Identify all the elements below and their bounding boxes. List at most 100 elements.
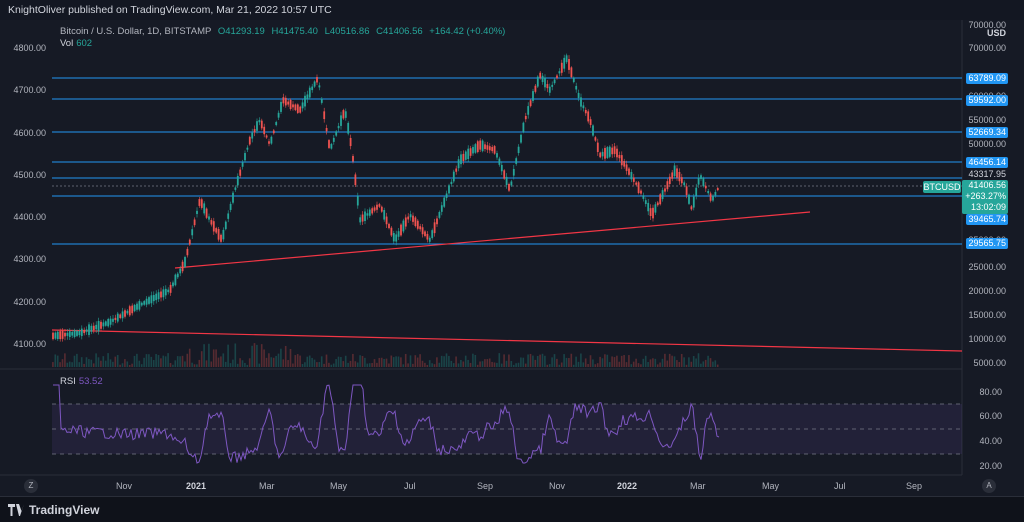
candle-body [392, 232, 395, 242]
candle-body [383, 210, 386, 220]
volume-bar [580, 353, 582, 367]
volume-bar [596, 363, 599, 367]
volume-bar [560, 362, 563, 367]
volume-bar [59, 362, 61, 367]
volume-bar [503, 354, 505, 367]
candle-body [342, 110, 345, 119]
candle-body [73, 330, 76, 338]
volume-bar [409, 355, 412, 367]
volume-bar [100, 360, 102, 367]
left-tick: 4100.00 [13, 339, 46, 349]
volume-bar [512, 364, 515, 367]
volume-bar [412, 363, 414, 367]
candle-body [438, 212, 441, 218]
candle-body [668, 176, 671, 184]
candle-body [380, 206, 383, 212]
volume-bar [498, 353, 501, 367]
trend-line [174, 211, 811, 269]
candle-body [443, 197, 446, 207]
candle-body [224, 221, 227, 230]
volume-bar [256, 344, 258, 367]
left-tick: 4400.00 [13, 212, 46, 222]
candle-body [287, 101, 290, 105]
auto-scale-button[interactable]: A [982, 479, 996, 493]
candle-body [284, 97, 287, 106]
candle-body [244, 153, 246, 161]
volume-bar [275, 355, 277, 367]
candle-body [203, 203, 206, 214]
volume-bar [604, 354, 606, 367]
volume-bar [416, 357, 419, 367]
volume-bar [232, 359, 234, 367]
candle-body [587, 111, 590, 122]
candle-body [414, 217, 417, 227]
footer-bar: TradingView [0, 496, 1024, 522]
candle-body [661, 190, 664, 200]
rsi-tick: 60.00 [979, 411, 1002, 421]
candle-body [337, 125, 340, 129]
candle-body [616, 148, 618, 158]
candle-body [397, 231, 400, 237]
volume-bar [688, 357, 690, 367]
zoom-button[interactable]: Z [24, 479, 38, 493]
volume-bar [200, 351, 203, 367]
volume-bar [371, 363, 373, 367]
candle-body [601, 151, 604, 157]
volume-bar [712, 361, 714, 367]
candle-body [349, 137, 352, 147]
volume-bar [445, 353, 448, 367]
volume-bar [659, 362, 661, 367]
candle-body [366, 213, 369, 216]
volume-bar [592, 359, 594, 367]
volume-bar [241, 360, 244, 367]
rsi-tick: 20.00 [979, 461, 1002, 471]
candle-body [582, 105, 585, 109]
volume-bar [625, 362, 628, 367]
candle-body [572, 77, 575, 83]
volume-bar [692, 356, 695, 367]
candle-body [176, 273, 179, 278]
candle-body [236, 176, 239, 186]
volume-bar [80, 357, 83, 367]
candle-body [371, 208, 374, 214]
candle-body [508, 183, 510, 191]
volume-bar [359, 355, 361, 367]
candle-body [570, 67, 573, 78]
volume-bar [673, 356, 676, 367]
candle-body [313, 81, 316, 87]
candle-body [512, 168, 515, 176]
candle-body [534, 85, 537, 92]
volume-bar [263, 349, 265, 367]
candle-body [546, 84, 549, 89]
volume-bar [95, 353, 97, 367]
volume-bar [287, 360, 289, 367]
candle-body [412, 215, 414, 222]
tradingview-logo[interactable]: TradingView [8, 503, 99, 517]
volume-bar [323, 363, 325, 367]
volume-bar [678, 362, 681, 367]
candle-body [148, 297, 150, 304]
candle-body [498, 158, 501, 165]
candle-body [695, 187, 698, 196]
candle-body [308, 87, 311, 98]
volume-bar [551, 357, 553, 367]
candle-body [628, 168, 630, 175]
level-label: 29565.75 [966, 238, 1008, 249]
volume-bar [236, 363, 239, 367]
volume-bar [448, 355, 450, 367]
candle-body [335, 131, 338, 136]
candle-body [217, 229, 220, 240]
candle-body [493, 146, 496, 154]
volume-bar [469, 362, 472, 367]
volume-bar [85, 357, 88, 367]
volume-bar [481, 361, 484, 367]
time-tick: Jul [834, 481, 846, 491]
candle-body [611, 147, 614, 155]
candle-body [126, 310, 129, 314]
volume-bar [270, 357, 273, 367]
volume-bar [162, 355, 165, 367]
volume-bar [644, 355, 647, 367]
candle-body [685, 186, 688, 196]
time-tick: Nov [116, 481, 133, 491]
